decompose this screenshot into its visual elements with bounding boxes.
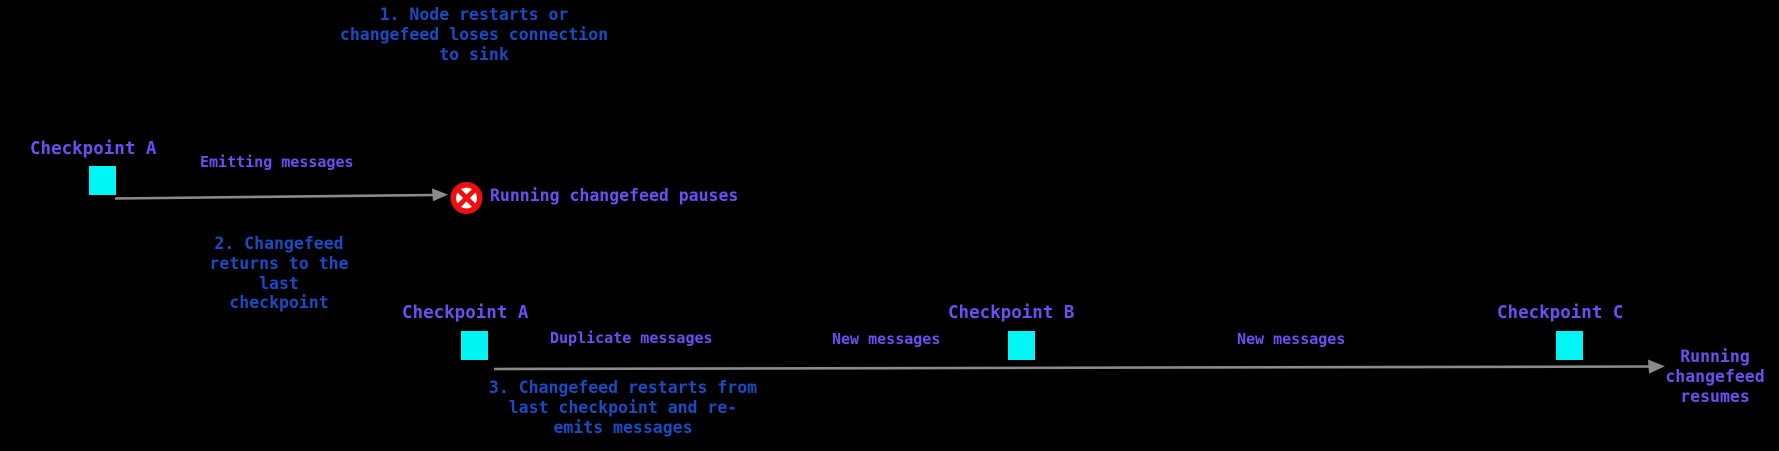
error-x-stroke-2	[457, 188, 476, 208]
timeline2-checkpoint-a-marker-icon	[461, 331, 488, 360]
timeline2-checkpoint-c-label: Checkpoint C	[1497, 303, 1624, 323]
timeline1-checkpoint-a-marker-icon	[89, 166, 116, 195]
timeline2-new-messages-2-label: New messages	[1237, 330, 1346, 348]
timeline2-duplicate-messages-label: Duplicate messages	[550, 329, 713, 347]
step3-annotation: 3. Changefeed restarts from last checkpo…	[488, 378, 758, 437]
timeline1-pause-label: Running changefeed pauses	[490, 186, 739, 205]
timeline2-arrowhead	[1648, 359, 1665, 374]
timeline2-arrow	[493, 365, 1650, 371]
step2-annotation: 2. Changefeed returns to the last checkp…	[209, 234, 349, 313]
changefeed-paused-error-icon	[450, 182, 483, 215]
timeline1-arrowhead	[432, 188, 448, 202]
timeline1-checkpoint-a-label: Checkpoint A	[30, 139, 157, 159]
timeline2-checkpoint-b-label: Checkpoint B	[948, 303, 1075, 323]
timeline1-arrow	[114, 193, 435, 200]
step1-annotation: 1. Node restarts or changefeed loses con…	[339, 5, 609, 64]
timeline2-resume-label: Running changefeed resumes	[1665, 347, 1765, 406]
timeline2-checkpoint-a-label: Checkpoint A	[402, 303, 529, 323]
timeline2-checkpoint-b-marker-icon	[1008, 331, 1035, 360]
timeline1-emitting-messages-label: Emitting messages	[200, 153, 354, 171]
timeline2-checkpoint-c-marker-icon	[1556, 331, 1583, 360]
timeline2-new-messages-1-label: New messages	[832, 330, 941, 348]
